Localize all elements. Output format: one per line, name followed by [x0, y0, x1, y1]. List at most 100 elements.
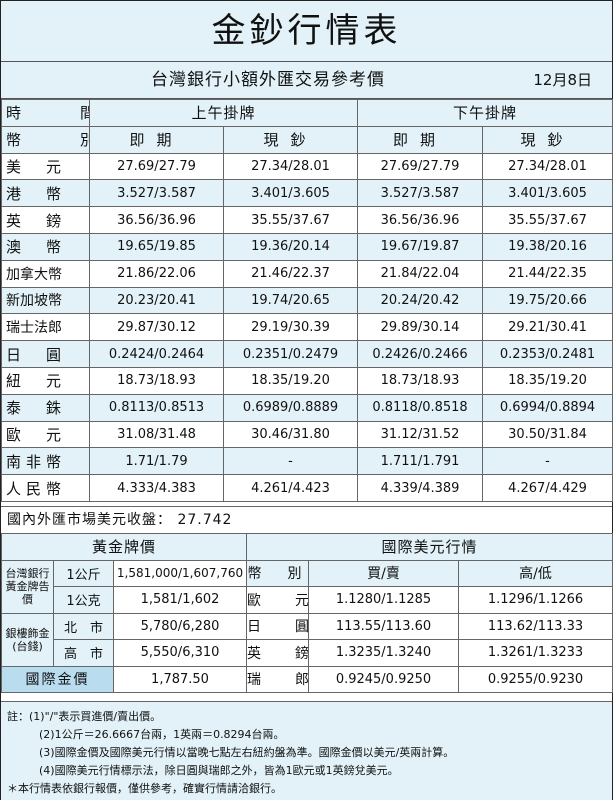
currency-name: 泰 銖 — [1, 393, 90, 422]
rate-row: 人民幣 4.333/4.383 4.261/4.423 4.339/4.389 4.26… — [1, 474, 613, 502]
rate-row: 泰 銖 0.8113/0.8513 0.6989/0.8889 0.8118/0.85… — [1, 393, 613, 422]
currency-name: 新加坡幣 — [1, 286, 90, 315]
intl-buy-sell: 1.3235/1.3240 — [308, 639, 459, 667]
note-line: ＊本行情表依銀行報價，僅供參考，確實行情請洽銀行。 — [7, 782, 282, 795]
date-label: 12月8日 — [533, 71, 592, 89]
pm-spot-rate: 0.2426/0.2466 — [357, 340, 484, 368]
currency-name: 瑞士法郎 — [1, 313, 90, 342]
pm-cash-rate: - — [482, 447, 613, 476]
am-cash-label: 現鈔 — [222, 125, 359, 154]
subtitle-bar: 台灣銀行小額外匯交易參考價 12月8日 — [1, 62, 612, 99]
am-spot-rate: 20.23/20.41 — [89, 286, 224, 315]
g-unit: 1公克 — [53, 586, 114, 614]
pm-spot-rate: 20.24/20.42 — [357, 286, 484, 315]
intl-currency: 英 鎊 — [246, 639, 309, 667]
note-line: (3)國際金價及國際美元行情以當晚七點左右紐約盤為準。國際金價以美元/英兩計算。 — [39, 746, 455, 759]
rate-row: 港 幣 3.527/3.587 3.401/3.605 3.527/3.587 3.40… — [1, 179, 613, 208]
kg-unit: 1公斤 — [53, 559, 114, 587]
am-cash-rate: 30.46/31.80 — [222, 420, 359, 449]
am-spot-label: 即期 — [89, 125, 224, 154]
notes-section: 註：(1)"/"表示買進價/賣出價。 (2)1公斤＝26.6667台兩，1英兩＝… — [1, 701, 612, 800]
pm-spot-rate: 21.84/22.04 — [357, 259, 484, 288]
pm-cash-rate: 21.44/22.35 — [482, 259, 613, 288]
pm-cash-rate: 0.6994/0.8894 — [482, 393, 613, 422]
intl-currency: 日 圓 — [246, 612, 309, 640]
ingot-gold-label: 銀樓飾金(台錢) — [1, 612, 54, 667]
am-spot-rate: 18.73/18.93 — [89, 366, 224, 395]
am-spot-rate: 3.527/3.587 — [89, 179, 224, 208]
subtitle: 台灣銀行小額外匯交易參考價 — [151, 70, 385, 90]
currency-name: 紐 元 — [1, 366, 90, 395]
rate-row: 澳 幣 19.65/19.85 19.36/20.14 19.67/19.87 19.3… — [1, 232, 613, 261]
header-row-type: 幣 別 即期 現鈔 即期 現鈔 — [1, 125, 613, 154]
am-spot-rate: 0.2424/0.2464 — [89, 340, 224, 368]
intl-currency: 瑞 郎 — [246, 665, 309, 693]
note-line: (4)國際美元行情標示法，除日圓與瑞郎之外，皆為1歐元或1英鎊兌美元。 — [39, 764, 399, 777]
kg-price: 1,581,000/1,607,760 — [113, 559, 247, 587]
pm-spot-rate: 36.56/36.96 — [357, 206, 484, 234]
time-label: 時 間 — [1, 99, 90, 127]
rate-row: 紐 元 18.73/18.93 18.35/19.20 18.73/18.93 18.3… — [1, 366, 613, 395]
currency-name: 人民幣 — [1, 474, 90, 502]
pm-cash-rate: 19.75/20.66 — [482, 286, 613, 315]
pm-cash-rate: 27.34/28.01 — [482, 152, 613, 181]
currency-name: 歐 元 — [1, 420, 90, 449]
intl-high-low: 113.62/113.33 — [457, 612, 613, 640]
rate-row: 南非幣 1.71/1.79-1.711/1.791- — [1, 447, 613, 476]
kaohsiung-price: 5,550/6,310 — [113, 639, 247, 667]
pm-cash-rate: 30.50/31.84 — [482, 420, 613, 449]
intl-buy-sell: 0.9245/0.9250 — [308, 665, 459, 693]
am-cash-rate: 19.36/20.14 — [222, 232, 359, 261]
pm-cash-rate: 0.2353/0.2481 — [482, 340, 613, 368]
am-cash-rate: 35.55/37.67 — [222, 206, 359, 234]
taipei-price: 5,780/6,280 — [113, 612, 247, 640]
note-line: 註：(1)"/"表示買進價/賣出價。 — [7, 710, 162, 723]
am-spot-rate: 0.8113/0.8513 — [89, 393, 224, 422]
pm-cash-label: 現鈔 — [482, 125, 613, 154]
currency-name: 美 元 — [1, 152, 90, 181]
pm-spot-rate: 27.69/27.79 — [357, 152, 484, 181]
intl-currency-label: 幣 別 — [246, 559, 309, 587]
domestic-usd-close: 國內外匯市場美元收盤： 27.742 — [1, 506, 612, 534]
currency-name: 英 鎊 — [1, 206, 90, 234]
intl-buy-sell: 1.1280/1.1285 — [308, 586, 459, 614]
am-spot-rate: 31.08/31.48 — [89, 420, 224, 449]
pm-spot-rate: 1.711/1.791 — [357, 447, 484, 476]
domestic-usd-text: 國內外匯市場美元收盤： 27.742 — [7, 512, 233, 528]
am-cash-rate: 3.401/3.605 — [222, 179, 359, 208]
pm-spot-rate: 29.89/30.14 — [357, 313, 484, 342]
kaohsiung-label: 高 市 — [53, 639, 114, 667]
pm-cash-rate: 29.21/30.41 — [482, 313, 613, 342]
am-spot-rate: 36.56/36.96 — [89, 206, 224, 234]
am-session-label: 上午掛牌 — [88, 99, 359, 127]
am-spot-rate: 29.87/30.12 — [89, 313, 224, 342]
bot-gold-label: 台灣銀行黃金牌告價 — [1, 559, 54, 614]
pm-spot-rate: 18.73/18.93 — [357, 366, 484, 395]
page-title: 金鈔行情表 — [211, 11, 402, 51]
am-cash-rate: 0.2351/0.2479 — [222, 340, 359, 368]
currency-name: 港 幣 — [1, 179, 90, 208]
pm-spot-rate: 4.339/4.389 — [357, 474, 484, 502]
pm-cash-rate: 18.35/19.20 — [482, 366, 613, 395]
pm-cash-rate: 35.55/37.67 — [482, 206, 613, 234]
am-spot-rate: 27.69/27.79 — [89, 152, 224, 181]
am-spot-rate: 19.65/19.85 — [89, 232, 224, 261]
currency-name: 日 圓 — [1, 340, 90, 368]
intl-high-low: 1.1296/1.1266 — [457, 586, 613, 614]
currency-name: 南非幣 — [1, 447, 90, 476]
am-cash-rate: 4.261/4.423 — [222, 474, 359, 502]
pm-spot-label: 即期 — [357, 125, 484, 154]
currency-name: 澳 幣 — [1, 232, 90, 261]
rate-row: 美 元 27.69/27.79 27.34/28.01 27.69/27.79 27.3… — [1, 152, 613, 181]
pm-cash-rate: 19.38/20.16 — [482, 232, 613, 261]
pm-spot-rate: 0.8118/0.8518 — [357, 393, 484, 422]
pm-spot-rate: 19.67/19.87 — [357, 232, 484, 261]
gold-and-intl-table: 黃金牌價 國際美元行情 台灣銀行黃金牌告價 1公斤 1,581,000/1,60… — [1, 533, 613, 693]
am-cash-rate: 27.34/28.01 — [222, 152, 359, 181]
pm-cash-rate: 4.267/4.429 — [482, 474, 613, 502]
pm-cash-rate: 3.401/3.605 — [482, 179, 613, 208]
exchange-rate-table: 時 間 上午掛牌 下午掛牌 幣 別 即期 現鈔 即期 現鈔 美 元27.69/2… — [1, 99, 613, 502]
rate-row: 歐 元 31.08/31.48 30.46/31.80 31.12/31.52 30.5… — [1, 420, 613, 449]
intl-currency: 歐 元 — [246, 586, 309, 614]
